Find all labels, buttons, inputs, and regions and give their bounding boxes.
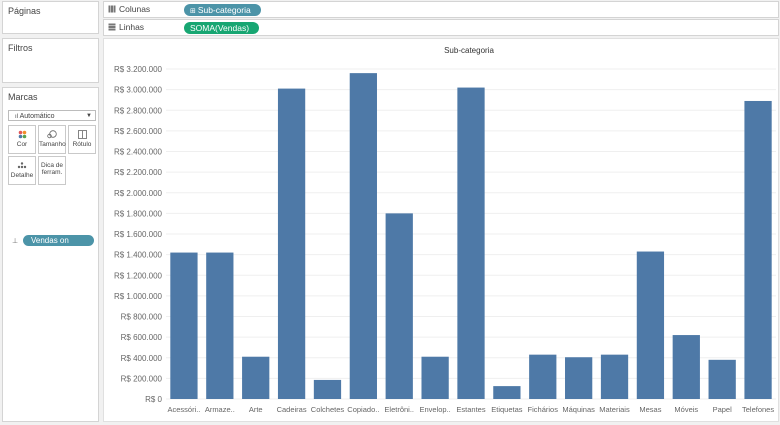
y-tick-label: R$ 3.200.000 bbox=[114, 65, 163, 74]
y-tick-label: R$ 2.000.000 bbox=[114, 189, 163, 198]
y-tick-label: R$ 2.400.000 bbox=[114, 148, 163, 157]
y-tick-label: R$ 2.800.000 bbox=[114, 106, 163, 115]
x-tick-label: Cadeiras bbox=[277, 405, 307, 414]
x-tick-label: Mesas bbox=[639, 405, 661, 414]
bar-3[interactable] bbox=[277, 88, 306, 399]
size-button[interactable]: Tamanho bbox=[38, 125, 66, 154]
columns-shelf[interactable]: Colunas ⊞ Sub-categoria bbox=[103, 1, 779, 18]
mark-type-dropdown[interactable]: ıl Automático ▼ bbox=[8, 110, 96, 121]
columns-pill[interactable]: ⊞ Sub-categoria bbox=[184, 4, 261, 16]
rows-icon bbox=[108, 23, 116, 31]
bar-15[interactable] bbox=[708, 359, 736, 399]
y-tick-label: R$ 2.200.000 bbox=[114, 168, 163, 177]
x-tick-label: Móveis bbox=[674, 405, 698, 414]
label-button[interactable]: Rótulo bbox=[68, 125, 96, 154]
x-tick-label: Máquinas bbox=[562, 405, 595, 414]
x-tick-label: Eletrôni.. bbox=[384, 405, 414, 414]
mark-type-value: Automático bbox=[19, 113, 55, 120]
y-tick-label: R$ 400.000 bbox=[121, 354, 163, 363]
measure-icon: ⊥ bbox=[12, 238, 19, 245]
bar-5[interactable] bbox=[349, 73, 377, 399]
marks-panel: Marcas ıl Automático ▼ Cor Tamanho Rótul… bbox=[2, 87, 99, 422]
x-tick-label: Materiais bbox=[599, 405, 630, 414]
detail-label: Detalhe bbox=[10, 172, 34, 179]
bar-11[interactable] bbox=[565, 357, 593, 399]
y-tick-label: R$ 1.200.000 bbox=[114, 271, 163, 280]
detail-icon bbox=[9, 161, 35, 170]
x-tick-label: Etiquetas bbox=[491, 405, 523, 414]
bar-chart: Sub-categoria R$ 0 R$ 200.000 R$ 400.000 R$… bbox=[114, 46, 776, 414]
pages-panel[interactable]: Páginas bbox=[2, 1, 99, 34]
size-label: Tamanho bbox=[39, 141, 66, 148]
bar-14[interactable] bbox=[672, 335, 700, 399]
label-icon bbox=[69, 130, 95, 139]
chart-title: Sub-categoria bbox=[444, 46, 494, 55]
bar-2[interactable] bbox=[242, 356, 270, 399]
tooltip-icon bbox=[39, 159, 65, 160]
tooltip-label-line1: Dica de bbox=[40, 162, 64, 169]
y-tick-label: R$ 800.000 bbox=[121, 313, 163, 322]
x-tick-label: Copiado.. bbox=[347, 405, 379, 414]
columns-label-text: Colunas bbox=[119, 4, 151, 14]
bar-6[interactable] bbox=[385, 213, 413, 399]
filters-title: Filtros bbox=[8, 43, 33, 53]
y-tick-label: R$ 1.000.000 bbox=[114, 292, 163, 301]
pages-title: Páginas bbox=[8, 6, 41, 16]
bar-9[interactable] bbox=[493, 386, 521, 399]
bar-8[interactable] bbox=[457, 87, 485, 399]
columns-pill-text: Sub-categoria bbox=[197, 5, 251, 15]
color-icon bbox=[9, 130, 35, 139]
y-tick-label: R$ 3.000.000 bbox=[114, 86, 163, 95]
color-button[interactable]: Cor bbox=[8, 125, 36, 154]
y-tick-label: R$ 1.800.000 bbox=[114, 209, 163, 218]
x-tick-label: Papel bbox=[713, 405, 733, 414]
tooltip-button[interactable]: Dica de ferram. bbox=[38, 156, 66, 185]
color-label: Cor bbox=[16, 141, 28, 148]
tooltip-label-line2: ferram. bbox=[41, 169, 63, 176]
y-tick-label: R$ 0 bbox=[145, 395, 162, 404]
rows-pill[interactable]: SOMA(Vendas) bbox=[184, 22, 260, 34]
bar-7[interactable] bbox=[421, 356, 449, 399]
bar-0[interactable] bbox=[170, 252, 198, 399]
y-tick-label: R$ 1.600.000 bbox=[114, 230, 163, 239]
x-tick-label: Colchetes bbox=[311, 405, 345, 414]
dimension-plus-icon: ⊞ bbox=[190, 8, 198, 15]
bar-10[interactable] bbox=[529, 354, 557, 399]
bar-16[interactable] bbox=[744, 100, 772, 399]
y-tick-label: R$ 2.600.000 bbox=[114, 127, 163, 136]
columns-shelf-label: Colunas bbox=[108, 4, 150, 14]
columns-icon bbox=[108, 5, 116, 13]
x-tick-label: Arte bbox=[249, 405, 263, 414]
filters-panel[interactable]: Filtros bbox=[2, 38, 99, 83]
y-tick-label: R$ 200.000 bbox=[121, 374, 163, 383]
y-tick-label: R$ 600.000 bbox=[121, 333, 163, 342]
marks-field-pill[interactable]: Vendas on bbox=[23, 235, 94, 246]
x-tick-label: Telefones bbox=[742, 405, 774, 414]
bar-chart-icon: ıl bbox=[15, 114, 18, 120]
size-icon bbox=[39, 130, 65, 139]
bar-4[interactable] bbox=[313, 379, 342, 399]
x-tick-label: Estantes bbox=[456, 405, 485, 414]
y-tick-label: R$ 1.400.000 bbox=[114, 251, 163, 260]
bar-13[interactable] bbox=[636, 251, 665, 399]
bar-1[interactable] bbox=[206, 252, 234, 399]
x-tick-label: Envelop.. bbox=[419, 405, 450, 414]
bar-12[interactable] bbox=[600, 354, 629, 399]
x-tick-label: Armaze.. bbox=[205, 405, 235, 414]
label-label: Rótulo bbox=[72, 141, 92, 148]
detail-button[interactable]: Detalhe bbox=[8, 156, 36, 185]
marks-title: Marcas bbox=[8, 92, 38, 102]
rows-shelf[interactable]: Linhas SOMA(Vendas) bbox=[103, 19, 779, 36]
chart-panel: Sub-categoria R$ 0 R$ 200.000 R$ 400.000 R$… bbox=[103, 38, 779, 422]
rows-shelf-label: Linhas bbox=[108, 22, 144, 32]
x-tick-label: Fichários bbox=[528, 405, 559, 414]
x-tick-label: Acessóri.. bbox=[167, 405, 200, 414]
chevron-down-icon: ▼ bbox=[86, 113, 92, 119]
rows-label-text: Linhas bbox=[119, 22, 145, 32]
